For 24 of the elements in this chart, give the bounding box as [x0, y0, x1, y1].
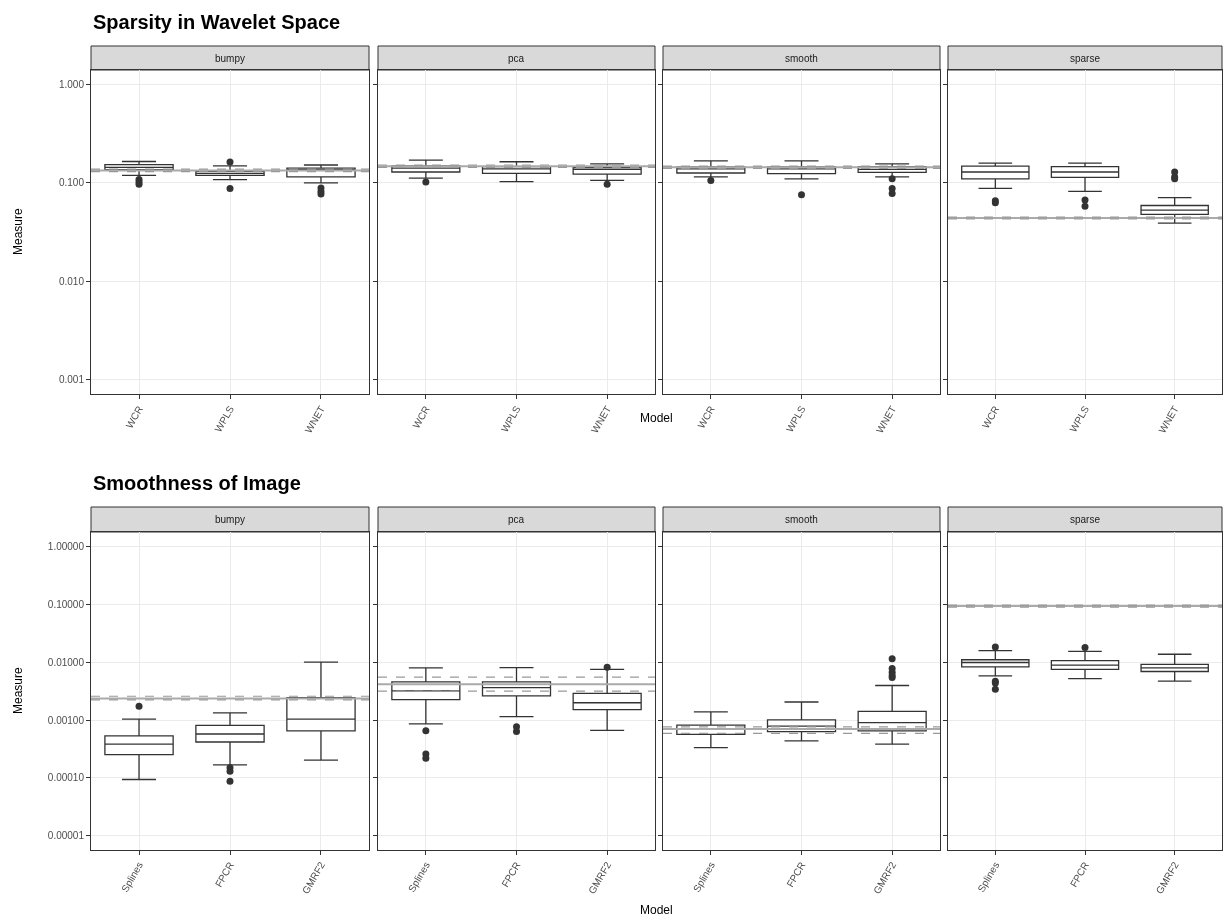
- chart-subtitle: smooth: [785, 53, 818, 64]
- chart-title: Sparsity in Wavelet Space: [93, 11, 341, 33]
- y-tick-label: 0.00100: [47, 714, 85, 726]
- chart-subtitle: sparse: [1070, 53, 1101, 64]
- chart-subtitle: pca: [508, 53, 525, 64]
- chart-subtitle: sparse: [1070, 514, 1101, 525]
- chart-title: Smoothness of Image: [93, 472, 301, 494]
- y-tick-label: 1.000: [58, 78, 85, 90]
- chart-subtitle: bumpy: [215, 514, 246, 525]
- y-tick-label: 0.10000: [47, 598, 85, 610]
- y-tick-label: 0.010: [58, 275, 85, 287]
- y-tick-label: 0.001: [58, 374, 85, 386]
- y-tick-label: 0.100: [58, 177, 85, 189]
- y-axis-title: Measure: [11, 666, 25, 714]
- y-tick-label: 0.00010: [47, 772, 85, 784]
- y-tick-label: 0.00001: [47, 830, 85, 842]
- y-axis-title: Measure: [11, 207, 25, 255]
- chart-subtitle: pca: [508, 514, 525, 525]
- x-axis-title: Model: [640, 903, 673, 917]
- chart-subtitle: bumpy: [215, 53, 246, 64]
- y-tick-label: 1.00000: [47, 540, 85, 552]
- y-tick-label: 0.01000: [47, 656, 85, 668]
- chart-subtitle: smooth: [785, 514, 818, 525]
- x-axis-title: Model: [640, 411, 673, 425]
